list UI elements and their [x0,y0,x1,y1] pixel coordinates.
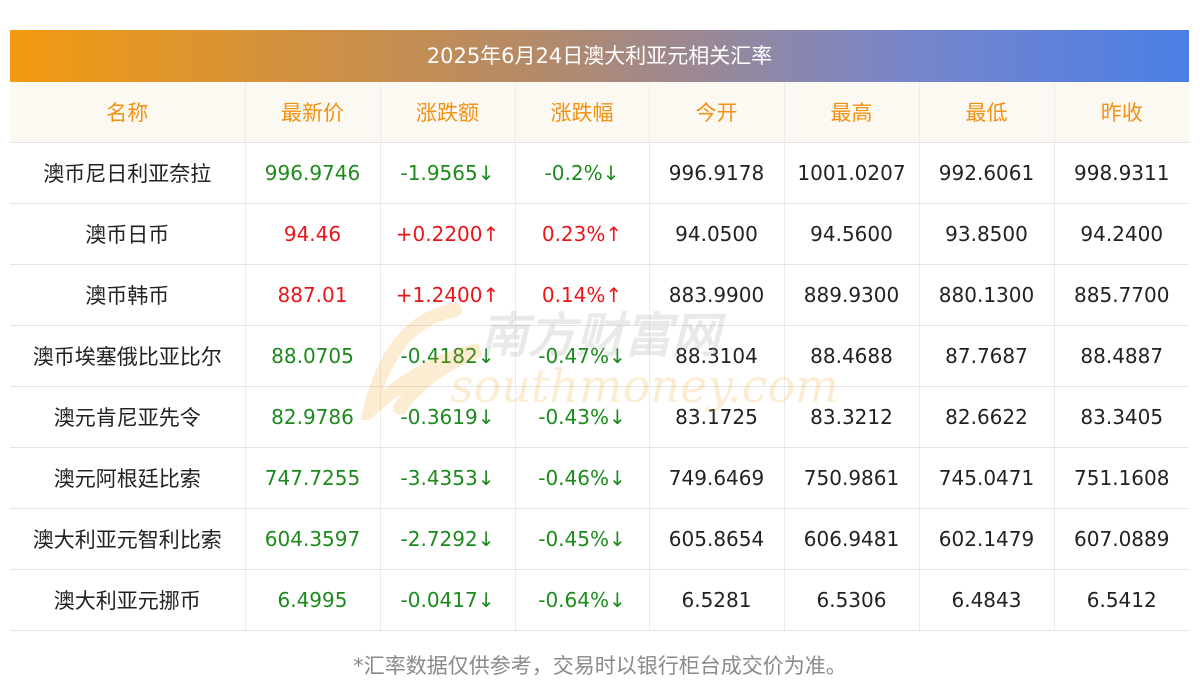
cell-change-pct: 0.14%↑ [515,264,650,326]
column-header-change-pct: 涨跌幅 [515,82,650,143]
table-row: 澳元肯尼亚先令 82.9786 -0.3619↓ -0.43%↓ 83.1725 83.3… [10,386,1189,448]
cell-open: 83.1725 [649,386,785,448]
cell-high: 88.4688 [784,325,920,387]
cell-change-pct: -0.64%↓ [515,569,650,631]
cell-change: +1.2400↑ [380,264,516,326]
table-row: 澳大利亚元智利比索 604.3597 -2.7292↓ -0.45%↓ 605.8654… [10,508,1189,570]
cell-change-pct: -0.43%↓ [515,386,650,448]
cell-latest: 604.3597 [245,508,381,570]
cell-open: 996.9178 [649,142,785,204]
column-header-prev-close: 昨收 [1054,82,1189,143]
cell-name: 澳币韩币 [10,264,246,326]
cell-high: 94.5600 [784,203,920,265]
cell-high: 1001.0207 [784,142,920,204]
cell-change: -3.4353↓ [380,447,516,509]
cell-latest: 747.7255 [245,447,381,509]
cell-high: 889.9300 [784,264,920,326]
cell-low: 602.1479 [919,508,1055,570]
column-header-change: 涨跌额 [380,82,516,143]
cell-low: 992.6061 [919,142,1055,204]
table-row: 澳币埃塞俄比亚比尔 88.0705 -0.4182↓ -0.47%↓ 88.3104 88… [10,325,1189,387]
cell-open: 605.8654 [649,508,785,570]
cell-low: 745.0471 [919,447,1055,509]
cell-latest: 82.9786 [245,386,381,448]
cell-name: 澳币尼日利亚奈拉 [10,142,246,204]
cell-prev-close: 885.7700 [1054,264,1189,326]
table-header-row: 名称 最新价 涨跌额 涨跌幅 今开 最高 最低 昨收 [10,82,1189,143]
cell-latest: 94.46 [245,203,381,265]
table-row: 澳币日币 94.46 +0.2200↑ 0.23%↑ 94.0500 94.5600 93.… [10,203,1189,265]
cell-prev-close: 83.3405 [1054,386,1189,448]
cell-prev-close: 751.1608 [1054,447,1189,509]
cell-open: 88.3104 [649,325,785,387]
cell-name: 澳大利亚元智利比索 [10,508,246,570]
cell-change: -0.4182↓ [380,325,516,387]
cell-high: 750.9861 [784,447,920,509]
column-header-name: 名称 [10,82,246,143]
disclaimer-note: *汇率数据仅供参考，交易时以银行柜台成交价为准。 [353,654,847,678]
cell-change: -0.3619↓ [380,386,516,448]
cell-name: 澳币日币 [10,203,246,265]
cell-open: 94.0500 [649,203,785,265]
table-row: 澳元阿根廷比索 747.7255 -3.4353↓ -0.46%↓ 749.6469 75… [10,447,1189,509]
cell-name: 澳大利亚元挪币 [10,569,246,631]
column-header-low: 最低 [919,82,1055,143]
rate-panel: 2025年6月24日澳大利亚元相关汇率 名称 最新价 涨跌额 涨跌幅 今开 最高… [10,30,1189,631]
cell-change-pct: -0.45%↓ [515,508,650,570]
cell-prev-close: 607.0889 [1054,508,1189,570]
cell-name: 澳币埃塞俄比亚比尔 [10,325,246,387]
column-header-high: 最高 [784,82,920,143]
cell-name: 澳元肯尼亚先令 [10,386,246,448]
cell-change: -2.7292↓ [380,508,516,570]
cell-low: 6.4843 [919,569,1055,631]
table-row: 澳币尼日利亚奈拉 996.9746 -1.9565↓ -0.2%↓ 996.9178 10… [10,142,1189,204]
cell-change: -1.9565↓ [380,142,516,204]
column-header-open: 今开 [649,82,785,143]
cell-low: 87.7687 [919,325,1055,387]
cell-open: 883.9900 [649,264,785,326]
cell-latest: 996.9746 [245,142,381,204]
cell-name: 澳元阿根廷比索 [10,447,246,509]
cell-prev-close: 998.9311 [1054,142,1189,204]
page-title: 2025年6月24日澳大利亚元相关汇率 [10,30,1189,82]
cell-low: 93.8500 [919,203,1055,265]
cell-change-pct: -0.46%↓ [515,447,650,509]
column-header-latest: 最新价 [245,82,381,143]
cell-open: 6.5281 [649,569,785,631]
cell-change: -0.0417↓ [380,569,516,631]
table-row: 澳币韩币 887.01 +1.2400↑ 0.14%↑ 883.9900 889.9300… [10,264,1189,326]
table-row: 澳大利亚元挪币 6.4995 -0.0417↓ -0.64%↓ 6.5281 6.5306… [10,569,1189,631]
cell-change-pct: -0.2%↓ [515,142,650,204]
cell-high: 6.5306 [784,569,920,631]
cell-change: +0.2200↑ [380,203,516,265]
cell-change-pct: 0.23%↑ [515,203,650,265]
cell-latest: 6.4995 [245,569,381,631]
cell-low: 82.6622 [919,386,1055,448]
cell-latest: 887.01 [245,264,381,326]
cell-change-pct: -0.47%↓ [515,325,650,387]
cell-prev-close: 6.5412 [1054,569,1189,631]
cell-prev-close: 88.4887 [1054,325,1189,387]
cell-high: 83.3212 [784,386,920,448]
cell-open: 749.6469 [649,447,785,509]
rates-table: 名称 最新价 涨跌额 涨跌幅 今开 最高 最低 昨收 澳币尼日利亚奈拉 996.9… [10,82,1189,631]
cell-low: 880.1300 [919,264,1055,326]
cell-prev-close: 94.2400 [1054,203,1189,265]
cell-latest: 88.0705 [245,325,381,387]
cell-high: 606.9481 [784,508,920,570]
